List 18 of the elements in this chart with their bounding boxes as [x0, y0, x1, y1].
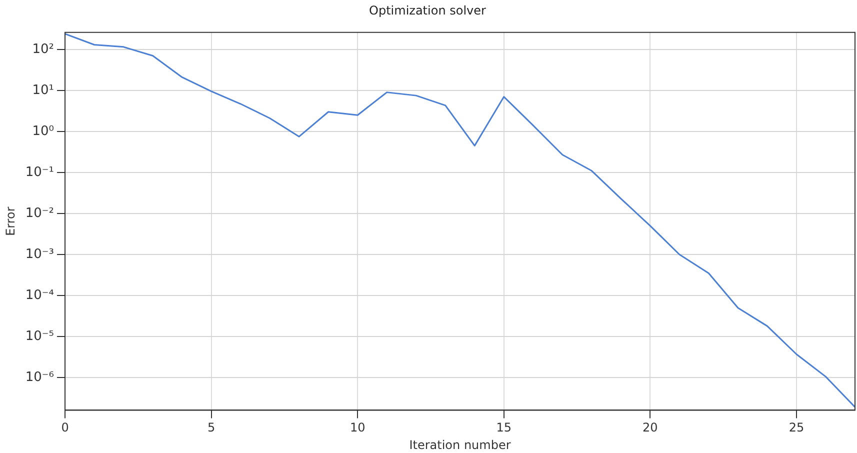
chart-title: Optimization solver — [369, 3, 486, 18]
y-tick-label: 10⁻² — [25, 206, 54, 221]
x-tick-label: 25 — [788, 420, 804, 435]
y-tick-label: 10⁻⁵ — [25, 328, 54, 344]
y-tick-label: 10⁰ — [32, 124, 54, 139]
y-tick-label: 10⁻¹ — [25, 164, 54, 180]
y-tick-label: 10⁻⁴ — [25, 288, 54, 303]
y-axis-title: Error — [3, 206, 18, 236]
y-tick-label: 10¹ — [32, 82, 54, 98]
x-tick-label: 10 — [350, 420, 366, 435]
y-tick-label: 10⁻³ — [25, 246, 54, 262]
x-tick-label: 0 — [61, 420, 69, 435]
x-tick-label: 5 — [207, 420, 216, 435]
x-tick-label: 20 — [642, 420, 658, 435]
x-axis-title: Iteration number — [409, 438, 511, 452]
x-tick-label: 15 — [496, 420, 512, 435]
y-tick-label: 10² — [32, 42, 54, 57]
y-tick-label: 10⁻⁶ — [25, 370, 54, 385]
